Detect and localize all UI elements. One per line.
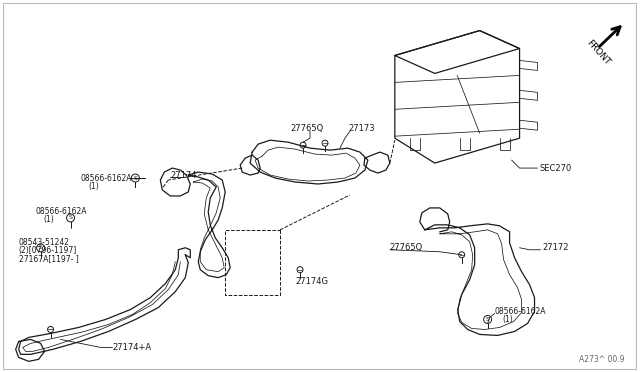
Text: S: S — [134, 176, 138, 180]
Text: 08566-6162A: 08566-6162A — [81, 173, 132, 183]
Text: S: S — [68, 215, 72, 220]
Text: (1): (1) — [88, 182, 99, 190]
Text: (1): (1) — [502, 315, 513, 324]
Text: 27174+A: 27174+A — [113, 343, 152, 352]
Text: 27173: 27173 — [348, 124, 374, 133]
Text: 27174G: 27174G — [295, 277, 328, 286]
Text: SEC270: SEC270 — [540, 164, 572, 173]
Text: 08543-51242: 08543-51242 — [19, 238, 70, 247]
Text: A273^ 00.9: A273^ 00.9 — [579, 355, 625, 364]
Text: (2)[0796-1197]: (2)[0796-1197] — [19, 246, 77, 255]
Text: (1): (1) — [44, 215, 54, 224]
Text: S: S — [38, 245, 42, 250]
Text: 27174: 27174 — [170, 170, 197, 180]
Text: S: S — [486, 317, 490, 322]
Text: 27765Q: 27765Q — [390, 243, 423, 252]
Text: 08566-6162A: 08566-6162A — [36, 208, 87, 217]
Text: 27167A[1197- ]: 27167A[1197- ] — [19, 254, 79, 263]
Text: 27765Q: 27765Q — [290, 124, 323, 133]
Text: 08566-6162A: 08566-6162A — [495, 307, 546, 316]
Text: 27172: 27172 — [543, 243, 569, 252]
Text: FRONT: FRONT — [584, 38, 612, 67]
